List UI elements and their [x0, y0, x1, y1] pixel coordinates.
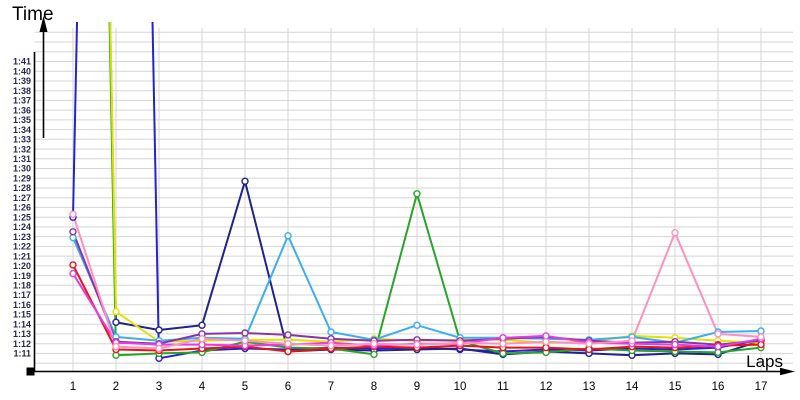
y-tick-label: 1:19: [13, 271, 31, 281]
x-tick-label: 2: [113, 381, 119, 393]
data-point-skyblue: [757, 327, 765, 335]
data-point-pink: [456, 339, 464, 347]
x-tick-label: 4: [199, 381, 206, 393]
data-point-red: [542, 343, 550, 352]
x-tick-label: 13: [583, 381, 596, 393]
data-point-pink: [370, 340, 378, 348]
y-tick-label: 1:39: [13, 76, 31, 86]
y-tick-label: 1:21: [13, 251, 31, 261]
data-point-yellow: [112, 307, 120, 316]
y-tick-label: 1:22: [13, 242, 31, 252]
y-tick-label: 1:11: [13, 349, 31, 359]
data-point-pink: [757, 333, 765, 341]
y-tick-label: 1:23: [13, 232, 31, 242]
data-point-pink: [112, 342, 120, 351]
data-point-skyblue: [327, 328, 335, 336]
data-point-pink: [542, 338, 550, 346]
x-tick-label: 16: [712, 381, 725, 393]
x-tick-label: 7: [328, 381, 334, 393]
data-point-red: [69, 261, 77, 269]
y-tick-label: 1:15: [13, 310, 31, 320]
series-layer: [69, 22, 765, 362]
x-tick-label: 11: [497, 381, 509, 393]
y-tick-label: 1:25: [13, 212, 31, 222]
data-point-pink: [499, 340, 507, 348]
time-axis-title: Time: [12, 4, 54, 25]
data-point-magenta: [198, 340, 206, 349]
x-tick-label: 5: [242, 381, 248, 393]
data-point-pink: [284, 340, 292, 348]
y-tick-label: 1:20: [13, 261, 31, 271]
y-axis-arrowhead: [39, 16, 48, 32]
origin-marker: [26, 367, 35, 376]
y-tick-label: 1:38: [13, 86, 31, 96]
x-tick-label: 3: [156, 381, 162, 393]
data-point-magenta: [671, 340, 679, 349]
y-tick-label: 1:16: [13, 300, 31, 310]
y-tick-label: 1:29: [13, 174, 31, 184]
y-tick-label: 1:12: [13, 339, 31, 349]
x-tick-label: 6: [285, 381, 291, 393]
data-point-green: [413, 190, 421, 198]
data-point-magenta: [69, 269, 77, 278]
y-tick-label: 1:33: [13, 135, 31, 145]
y-tick-label: 1:36: [13, 105, 31, 115]
data-point-pink: [585, 340, 593, 348]
data-point-magenta: [542, 332, 550, 340]
data-point-pink: [628, 337, 636, 345]
y-tick-label: 1:30: [13, 164, 31, 174]
y-tick-label: 1:37: [13, 96, 31, 106]
laps-axis-title: Laps: [746, 352, 783, 371]
x-tick-label: 10: [454, 381, 467, 393]
data-point-pink: [69, 210, 77, 219]
data-point-magenta: [499, 334, 507, 342]
x-tick-label: 15: [669, 381, 682, 393]
data-point-red: [284, 347, 292, 356]
x-tick-label: 8: [371, 381, 377, 393]
data-point-navy: [155, 326, 163, 334]
x-tick-label: 14: [626, 381, 639, 393]
x-tick-label: 17: [755, 381, 768, 393]
y-tick-label: 1:27: [13, 193, 31, 203]
y-tick-label: 1:34: [13, 125, 31, 135]
data-point-pink: [327, 341, 335, 350]
data-point-skyblue: [413, 321, 421, 329]
y-tick-label: 1:17: [13, 290, 31, 300]
data-point-navy: [112, 318, 120, 326]
y-tick-label: 1:26: [13, 203, 31, 213]
y-tick-label: 1:32: [13, 144, 31, 154]
data-point-navy: [241, 177, 249, 185]
y-tick-label: 1:24: [13, 222, 31, 232]
data-point-red: [757, 340, 765, 349]
x-tick-label: 1: [70, 381, 76, 393]
data-point-navy: [198, 321, 206, 329]
x-tick-label: 12: [540, 381, 553, 393]
y-tick-label: 1:18: [13, 281, 31, 291]
data-point-purple: [284, 331, 292, 339]
data-point-pink: [155, 344, 163, 353]
data-point-pink: [413, 340, 421, 349]
data-point-pink: [241, 337, 249, 345]
y-tick-label: 1:35: [13, 115, 31, 125]
data-point-pink: [714, 330, 722, 338]
y-tick-label: 1:28: [13, 183, 31, 193]
data-point-skyblue: [284, 231, 292, 240]
y-tick-label: 1:41: [13, 57, 31, 67]
y-tick-label: 1:40: [13, 66, 31, 76]
y-tick-label: 1:13: [13, 329, 31, 339]
data-point-purple: [241, 329, 249, 337]
data-point-pink: [671, 228, 679, 237]
x-tick-label: 9: [414, 381, 420, 393]
x-axis-arrowhead: [780, 367, 795, 376]
data-point-green: [370, 350, 378, 359]
data-point-magenta: [714, 342, 722, 351]
data-point-purple: [69, 228, 77, 236]
data-point-pink: [198, 335, 206, 343]
y-tick-label: 1:14: [13, 319, 31, 329]
y-tick-label: 1:31: [13, 154, 31, 164]
